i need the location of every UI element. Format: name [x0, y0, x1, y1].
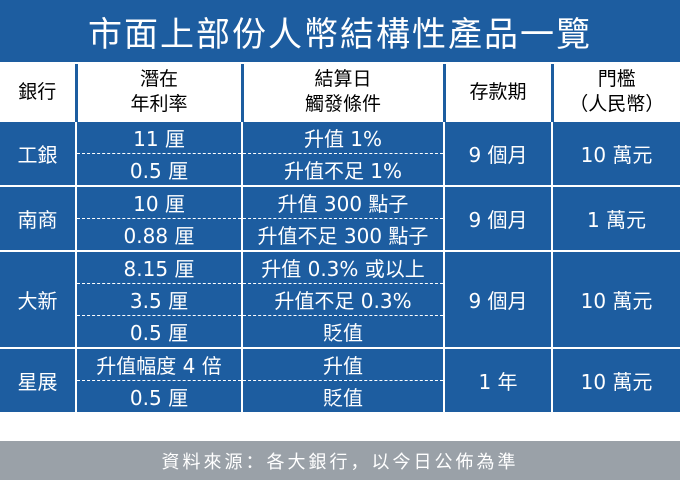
table-row: 0.88 厘 升值不足 300 點子: [0, 218, 680, 251]
table-row: 大新 8.15 厘 升值 0.3% 或以上 9 個月 10 萬元: [0, 250, 680, 348]
rate-cell: 10 厘: [75, 185, 242, 219]
condition-cell: 升值 300 點子: [241, 185, 444, 219]
minimum-cell: 10 萬元: [551, 347, 680, 412]
rate-cell: 0.5 厘: [75, 315, 242, 348]
bank-cell: 南商: [0, 185, 76, 251]
header-bank: 銀行: [0, 64, 76, 121]
rate-cell: 升值幅度 4 倍: [75, 347, 242, 381]
condition-cell: 升值 1%: [241, 120, 444, 154]
header-tenor: 存款期: [442, 64, 552, 121]
tenor-cell: 9 個月: [443, 120, 552, 186]
rate-cell: 0.88 厘: [75, 218, 242, 251]
rate-cell: 8.15 厘: [75, 250, 242, 284]
header-condition-line1: 結算日: [314, 68, 372, 90]
rate-cell: 0.5 厘: [75, 380, 242, 412]
condition-cell: 升值不足 0.3%: [241, 283, 444, 316]
tenor-cell: 9 個月: [443, 250, 552, 348]
bank-cell: 星展: [0, 347, 76, 412]
header-row: 銀行 潛在 年利率 結算日 觸發條件 存款期 門檻 （人民幣）: [0, 64, 680, 121]
table-row: 工銀 11 厘 升值 1% 9 個月 10 萬元: [0, 120, 680, 186]
source-note: 資料來源：各大銀行，以今日公佈為準: [0, 438, 680, 480]
header-rate: 潛在 年利率: [74, 64, 242, 121]
bank-cell: 大新: [0, 250, 76, 348]
page-title: 市面上部份人幣結構性產品一覽: [0, 0, 680, 62]
header-rate-line2: 年利率: [130, 93, 188, 115]
header-rate-line1: 潛在: [139, 68, 178, 90]
condition-cell: 貶值: [241, 380, 444, 412]
tenor-cell: 1 年: [443, 347, 552, 412]
condition-cell: 貶值: [241, 315, 444, 348]
header-minimum-line2: （人民幣）: [569, 93, 665, 115]
header-condition: 結算日 觸發條件: [240, 64, 444, 121]
minimum-cell: 1 萬元: [551, 185, 680, 251]
header-minimum: 門檻 （人民幣）: [550, 64, 680, 121]
rate-cell: 11 厘: [75, 120, 242, 154]
bank-cell: 工銀: [0, 120, 76, 186]
condition-cell: 升值不足 300 點子: [241, 218, 444, 251]
condition-cell: 升值不足 1%: [241, 153, 444, 186]
rate-cell: 0.5 厘: [75, 153, 242, 186]
condition-cell: 升值 0.3% 或以上: [241, 250, 444, 284]
table-row: 0.5 厘 貶值: [0, 380, 680, 412]
minimum-cell: 10 萬元: [551, 120, 680, 186]
rate-cell: 3.5 厘: [75, 283, 242, 316]
table-row: 星展 升值幅度 4 倍 升值 1 年 10 萬元: [0, 347, 680, 412]
table-row: 3.5 厘 升值不足 0.3%: [0, 283, 680, 316]
header-minimum-line1: 門檻: [597, 68, 636, 90]
table-row: 南商 10 厘 升值 300 點子 9 個月 1 萬元: [0, 185, 680, 251]
header-condition-line2: 觸發條件: [304, 93, 381, 115]
condition-cell: 升值: [241, 347, 444, 381]
table-row: 0.5 厘 貶值: [0, 315, 680, 348]
minimum-cell: 10 萬元: [551, 250, 680, 348]
product-table: 銀行 潛在 年利率 結算日 觸發條件 存款期 門檻 （人民幣） 工銀: [0, 64, 680, 412]
table-row: 0.5 厘 升值不足 1%: [0, 153, 680, 186]
tenor-cell: 9 個月: [443, 185, 552, 251]
